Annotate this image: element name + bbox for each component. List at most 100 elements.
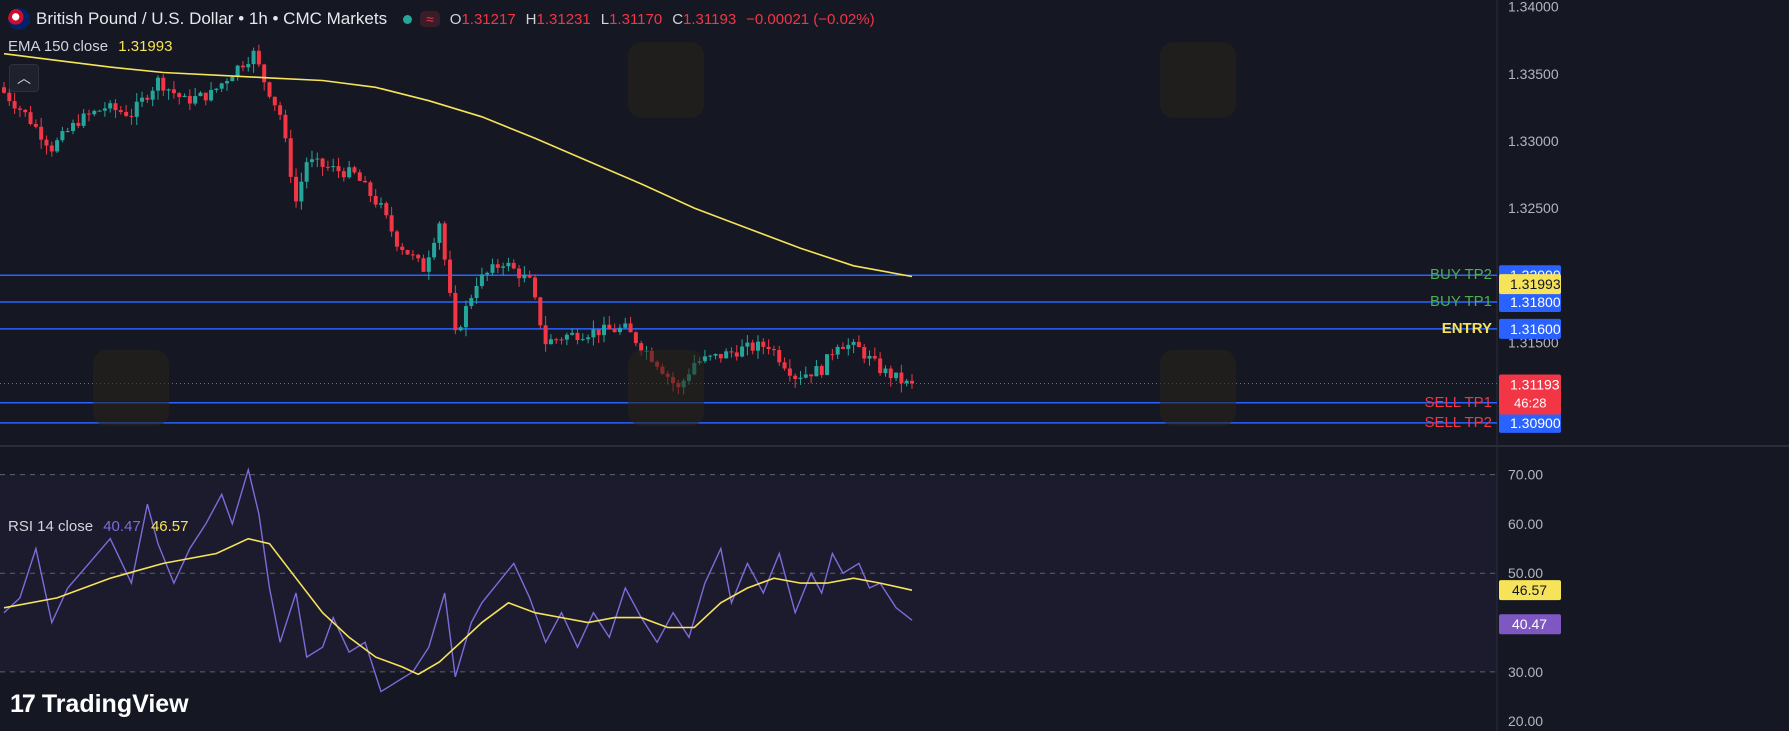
rsi-14-line	[3, 466, 913, 693]
ema-legend[interactable]: EMA 150 close 1.31993	[8, 38, 172, 55]
candle-body	[596, 329, 601, 336]
candle-body	[304, 162, 309, 182]
candle-body	[177, 93, 182, 98]
candle-body	[740, 346, 745, 357]
candle-body	[899, 372, 904, 384]
candle-body	[819, 366, 824, 375]
candle-body	[28, 112, 33, 125]
candle-body	[437, 223, 442, 243]
rsi-tag	[1499, 614, 1561, 635]
candle-body	[315, 158, 320, 160]
candle-body	[846, 344, 851, 349]
candle-body	[262, 64, 267, 83]
ema-legend-label: EMA 150 close	[8, 38, 109, 55]
candle-body	[532, 277, 537, 298]
candle-body	[548, 339, 553, 345]
candle-body	[474, 286, 479, 299]
candle-body	[495, 264, 500, 268]
candle-body	[363, 180, 368, 183]
candle-body	[814, 366, 819, 377]
candle-body	[288, 138, 293, 177]
rsi-ma-line	[3, 537, 913, 676]
candle-body	[129, 115, 134, 117]
candle-body	[506, 262, 511, 267]
candle-body	[347, 167, 352, 178]
candle-body	[410, 254, 415, 256]
candle-body	[793, 375, 798, 379]
candle-body	[602, 324, 607, 336]
candle-body	[230, 76, 235, 82]
ohlc-close: C1.31193	[672, 10, 737, 28]
candle-body	[623, 323, 628, 328]
candle-body	[113, 103, 118, 111]
data-status-badge[interactable]: ≈	[420, 11, 440, 27]
ema-150-line	[3, 52, 913, 278]
price-change: −0.00021 (−0.02%)	[746, 10, 875, 28]
candle-countdown-text: 46:28	[1514, 396, 1547, 411]
candle-body	[904, 380, 909, 384]
candle-body	[352, 167, 357, 173]
candle-body	[527, 274, 532, 278]
candle-body	[155, 77, 160, 91]
candle-body	[320, 158, 325, 167]
candle-body	[140, 97, 145, 102]
candle-body	[835, 346, 840, 355]
candle-body	[97, 110, 102, 112]
rsi-axis-tick-label: 60.00	[1508, 516, 1543, 532]
candle-body	[782, 362, 787, 369]
level-label-sell-tp1: SELL TP1	[1424, 393, 1492, 411]
candle-body	[432, 242, 437, 258]
candle-body	[511, 262, 516, 269]
chevron-up-icon: ︿	[17, 70, 31, 86]
candle-body	[267, 82, 272, 97]
candle-body	[203, 92, 208, 101]
candle-body	[766, 346, 771, 349]
candle-body	[405, 250, 410, 255]
price-axis-tick-label: 1.34000	[1508, 0, 1559, 15]
candle-body	[23, 109, 28, 113]
candle-body	[612, 329, 617, 333]
candle-body	[522, 274, 527, 279]
candle-body	[538, 297, 543, 326]
candle-body	[325, 166, 330, 168]
rsi-legend[interactable]: RSI 14 close 40.47 46.57	[8, 518, 188, 535]
candle-body	[92, 110, 97, 115]
candle-body	[283, 114, 288, 139]
ema-price-tag-text: 1.31993	[1510, 276, 1561, 292]
candle-body	[193, 96, 198, 104]
candle-body	[633, 332, 638, 344]
candle-body	[299, 181, 304, 202]
candle-body	[777, 350, 782, 363]
candle-body	[517, 268, 522, 279]
candle-body	[124, 112, 129, 116]
candle-body	[888, 368, 893, 379]
candle-body	[60, 131, 65, 141]
market-open-dot-icon	[403, 14, 413, 24]
candle-body	[809, 374, 814, 377]
rsi-legend-value: 40.47	[103, 518, 141, 535]
candle-body	[479, 274, 484, 287]
candle-body	[580, 339, 585, 341]
candle-body	[750, 342, 755, 351]
symbol-header: British Pound / U.S. Dollar • 1h • CMC M…	[8, 8, 875, 30]
candle-body	[702, 356, 707, 362]
level-price-tag-text: 1.30900	[1510, 415, 1561, 431]
ema-legend-value: 1.31993	[118, 38, 173, 55]
candle-body	[910, 380, 914, 384]
candle-body	[209, 89, 214, 101]
price-axis-tick-label: 1.33000	[1508, 133, 1559, 149]
collapse-legend-button[interactable]: ︿	[9, 64, 39, 92]
rsi-axis-tick-label: 70.00	[1508, 467, 1543, 483]
candle-body	[171, 89, 176, 94]
symbol-title[interactable]: British Pound / U.S. Dollar • 1h • CMC M…	[36, 9, 388, 28]
candle-body	[198, 92, 203, 97]
candle-body	[251, 50, 256, 65]
watermark-icon	[628, 42, 704, 118]
tradingview-logo[interactable]: 17 TradingView	[10, 690, 189, 719]
level-price-tag	[1499, 292, 1561, 313]
candle-body	[389, 215, 394, 232]
tradingview-logo-icon: 17	[10, 690, 36, 718]
candle-body	[708, 355, 713, 357]
candle-body	[278, 105, 283, 115]
